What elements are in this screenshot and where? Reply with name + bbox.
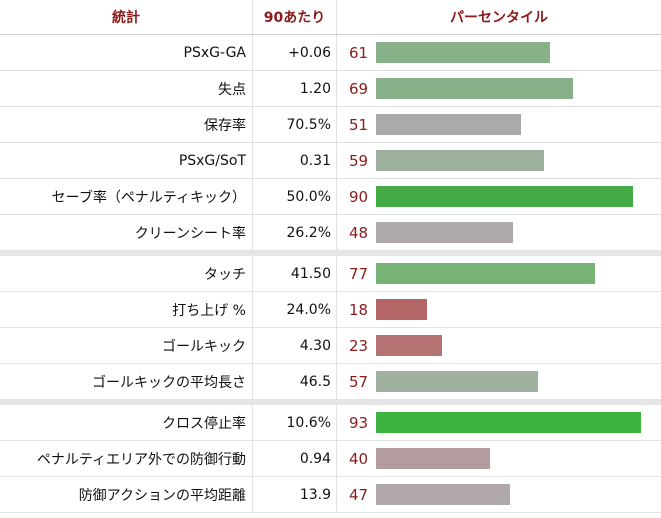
percentile-label: 47 [349, 485, 369, 504]
stat-name: タッチ [0, 256, 253, 291]
stat-name: クロス停止率 [0, 405, 253, 440]
stat-name: ペナルティエリア外での防御行動 [0, 441, 253, 476]
stat-name: クリーンシート率 [0, 215, 253, 250]
percentile-bar [376, 222, 513, 243]
stat-name: ゴールキックの平均長さ [0, 364, 253, 399]
percentile-bar [376, 484, 510, 505]
percentile-bar [376, 412, 642, 433]
stat-name: PSxG-GA [0, 35, 253, 70]
stat-name: 打ち上げ % [0, 292, 253, 327]
percentile-label: 59 [349, 151, 369, 170]
stat-row: タッチ 41.50 77 [0, 256, 661, 292]
stat-row: 保存率 70.5% 51 [0, 107, 661, 143]
percentile-bar [376, 114, 522, 135]
percentile-bar [376, 299, 428, 320]
percentile-bar [376, 78, 573, 99]
percentile-label: 40 [349, 449, 369, 468]
per90-value: +0.06 [253, 35, 337, 70]
percentile-bar [376, 150, 545, 171]
stat-row: PSxG-GA +0.06 61 [0, 35, 661, 71]
percentile-cell: 77 [337, 256, 661, 291]
stat-name: 保存率 [0, 107, 253, 142]
percentile-label: 90 [349, 187, 369, 206]
per90-value: 46.5 [253, 364, 337, 399]
per90-value: 1.20 [253, 71, 337, 106]
percentile-cell: 57 [337, 364, 661, 399]
stat-row: クリーンシート率 26.2% 48 [0, 215, 661, 251]
percentile-cell: 23 [337, 328, 661, 363]
stat-row: 打ち上げ % 24.0% 18 [0, 292, 661, 328]
table-body: PSxG-GA +0.06 61 失点 1.20 69 保存率 70.5% 51 PSxG/SoT… [0, 35, 661, 513]
percentile-cell: 61 [337, 35, 661, 70]
header-per90: 90あたり [253, 0, 337, 34]
percentile-cell: 47 [337, 477, 661, 512]
per90-value: 41.50 [253, 256, 337, 291]
stat-name: セーブ率（ペナルティキック） [0, 179, 253, 214]
per90-value: 10.6% [253, 405, 337, 440]
stat-row: ゴールキック 4.30 23 [0, 328, 661, 364]
percentile-label: 48 [349, 223, 369, 242]
percentile-cell: 90 [337, 179, 661, 214]
stat-row: 失点 1.20 69 [0, 71, 661, 107]
percentile-label: 57 [349, 372, 369, 391]
per90-value: 4.30 [253, 328, 337, 363]
percentile-label: 23 [349, 336, 369, 355]
header-percentile: パーセンタイル [450, 10, 548, 26]
percentile-label: 61 [349, 43, 369, 62]
header-stat: 統計 [0, 0, 253, 34]
percentile-label: 77 [349, 264, 369, 283]
per90-value: 13.9 [253, 477, 337, 512]
percentile-label: 18 [349, 300, 369, 319]
percentile-cell: 51 [337, 107, 661, 142]
per90-value: 0.31 [253, 143, 337, 178]
stat-name: 失点 [0, 71, 253, 106]
stat-name: ゴールキック [0, 328, 253, 363]
percentile-label: 69 [349, 79, 369, 98]
percentile-cell: 18 [337, 292, 661, 327]
percentile-cell: 59 [337, 143, 661, 178]
stat-row: PSxG/SoT 0.31 59 [0, 143, 661, 179]
per90-value: 26.2% [253, 215, 337, 250]
stat-row: 防御アクションの平均距離 13.9 47 [0, 477, 661, 513]
percentile-cell: 93 [337, 405, 661, 440]
percentile-label: 93 [349, 413, 369, 432]
stat-name: PSxG/SoT [0, 143, 253, 178]
per90-value: 0.94 [253, 441, 337, 476]
section-separator [0, 251, 661, 256]
per90-value: 70.5% [253, 107, 337, 142]
percentile-label: 51 [349, 115, 369, 134]
percentile-bar [376, 371, 539, 392]
percentile-bar [376, 335, 442, 356]
header-row: 統計 90あたり パーセンタイル [0, 0, 661, 35]
section-separator [0, 400, 661, 405]
percentile-cell: 69 [337, 71, 661, 106]
per90-value: 50.0% [253, 179, 337, 214]
percentile-bar [376, 263, 596, 284]
percentile-cell: 40 [337, 441, 661, 476]
stat-row: クロス停止率 10.6% 93 [0, 405, 661, 441]
percentile-bar [376, 42, 550, 63]
per90-value: 24.0% [253, 292, 337, 327]
stat-row: セーブ率（ペナルティキック） 50.0% 90 [0, 179, 661, 215]
percentile-bar [376, 186, 633, 207]
stat-name: 防御アクションの平均距離 [0, 477, 253, 512]
stat-row: ペナルティエリア外での防御行動 0.94 40 [0, 441, 661, 477]
percentile-cell: 48 [337, 215, 661, 250]
stat-row: ゴールキックの平均長さ 46.5 57 [0, 364, 661, 400]
percentile-bar [376, 448, 490, 469]
